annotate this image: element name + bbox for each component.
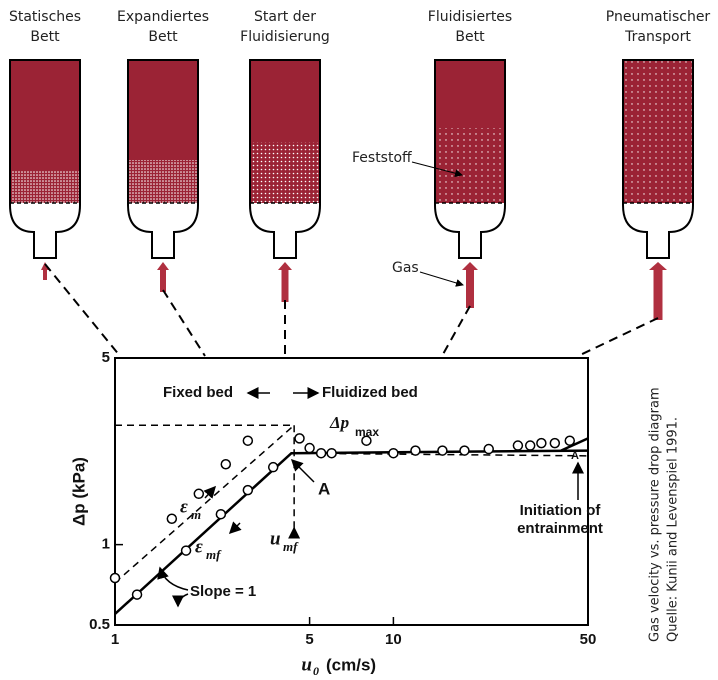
data-point [327, 449, 336, 458]
vessel-label: Bett [455, 29, 485, 45]
annotation: mf [206, 547, 222, 562]
annotation-arrow [230, 523, 240, 533]
dotted-fill [250, 142, 320, 203]
vessel-label: Pneumatischer [606, 9, 711, 25]
connector [578, 318, 658, 356]
annotation-arrow [160, 568, 188, 590]
data-point [460, 446, 469, 455]
data-point [537, 439, 546, 448]
x-axis-label-sub: 0 [313, 664, 319, 678]
side-note: Gas velocity vs. pressure drop diagram [648, 387, 663, 642]
vessel-label: Transport [624, 29, 691, 45]
data-point [550, 439, 559, 448]
callout-gas: Gas [392, 260, 419, 276]
x-tick-label: 1 [111, 631, 119, 648]
annotation: Slope = 1 [190, 583, 256, 600]
data-point [411, 446, 420, 455]
annotation: Fluidized bed [322, 384, 418, 401]
annotation: A [318, 479, 330, 498]
annotation: mf [283, 539, 299, 554]
guide-line [115, 425, 294, 582]
dotted-fill [10, 170, 80, 203]
annotation-arrow [292, 460, 314, 482]
data-point [167, 514, 176, 523]
solid-fill [435, 60, 505, 128]
data-point [305, 444, 314, 453]
x-tick-label: 10 [385, 631, 402, 648]
annotation: ε [180, 496, 188, 517]
data-point [526, 441, 535, 450]
data-point [182, 546, 191, 555]
annotation: entrainment [517, 520, 603, 537]
x-axis-label: u [301, 654, 312, 675]
callout-solid: Feststoff [352, 150, 412, 166]
connector [163, 290, 205, 356]
data-point [317, 449, 326, 458]
vessel-label: Fluidisiertes [428, 9, 512, 25]
vessel-label: Expandiertes [117, 9, 209, 25]
data-point [295, 434, 304, 443]
x-tick-label: 50 [580, 631, 597, 648]
annotation: A [571, 450, 579, 462]
callout-line [420, 272, 463, 285]
data-point [194, 489, 203, 498]
y-tick-label: 0.5 [89, 616, 110, 633]
gas-arrow [462, 262, 478, 308]
data-point [221, 460, 230, 469]
data-point [389, 449, 398, 458]
dotted-fill [128, 160, 198, 203]
vessel-label: Fluidisierung [240, 29, 330, 45]
data-point [111, 573, 120, 582]
y-tick-label: 5 [102, 349, 110, 366]
vessel-label: Start der [254, 9, 316, 25]
data-point [269, 463, 278, 472]
solid-fill [250, 60, 320, 142]
gas-arrow [278, 262, 292, 302]
annotation: max [355, 425, 379, 439]
data-point [133, 590, 142, 599]
x-tick-label: 5 [305, 631, 313, 648]
data-point [243, 436, 252, 445]
dotted-fill [435, 128, 505, 203]
gas-arrow [649, 262, 667, 320]
dotted-fill [623, 60, 693, 203]
solid-fill [128, 60, 198, 160]
annotation: Initiation of [520, 502, 602, 519]
data-point [513, 441, 522, 450]
data-point [438, 446, 447, 455]
data-point [565, 436, 574, 445]
x-axis-label-unit: (cm/s) [326, 655, 376, 674]
data-point [216, 510, 225, 519]
gas-arrow [157, 262, 169, 292]
annotation-arrow [178, 594, 188, 606]
side-note: Quelle: Kunii and Levenspiel 1991. [666, 417, 681, 642]
vessel-label: Bett [30, 29, 60, 45]
y-axis-label: Δp (kPa) [69, 457, 88, 526]
annotation: Δp [329, 413, 349, 432]
solid-fill [10, 60, 80, 170]
diagram: Statisches Bett Expandiertes Bett Start der F… [0, 0, 718, 680]
annotation: Fixed bed [163, 384, 233, 401]
annotation-arrow [205, 487, 215, 498]
annotation: m [191, 507, 201, 522]
annotation: u [270, 528, 281, 549]
vessel-label: Statisches [9, 9, 81, 25]
y-tick-label: 1 [102, 536, 110, 553]
connector [442, 306, 470, 356]
data-point [484, 445, 493, 454]
data-point [243, 486, 252, 495]
annotation: ε [195, 536, 203, 557]
connector [45, 264, 120, 356]
vessel-label: Bett [148, 29, 178, 45]
